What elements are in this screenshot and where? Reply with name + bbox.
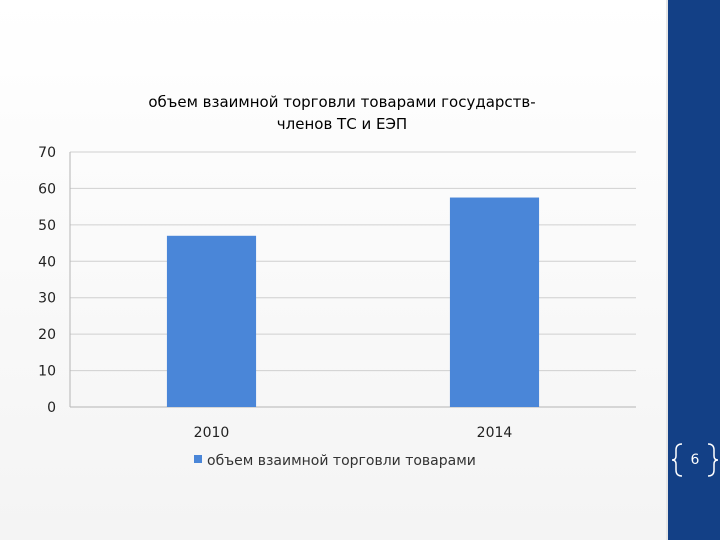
page-number: 6 [690,452,700,468]
gridlines [70,151,636,408]
chart-title-line-2: членов ТС и ЕЭП [277,115,407,133]
y-tick-label: 30 [38,291,56,307]
bar-2014 [449,197,540,407]
x-tick-label: 2014 [477,425,513,441]
y-tick-label: 0 [47,400,56,416]
y-axis-ticks: 0 10 20 30 40 50 60 70 [38,145,56,416]
legend: объем взаимной торговли товарами [194,453,476,469]
bar-2010 [166,235,257,407]
chart-title-line-1: объем взаимной торговли товарами государ… [148,93,535,111]
y-tick-label: 70 [38,145,56,161]
legend-label: объем взаимной торговли товарами [207,453,476,469]
bars [166,197,540,407]
y-tick-label: 20 [38,327,56,343]
bracket-icon [671,443,719,477]
y-tick-label: 50 [38,218,56,234]
y-tick-label: 10 [38,364,56,380]
y-tick-label: 60 [38,181,56,197]
bar-chart: объем взаимной торговли товарами государ… [38,93,636,469]
legend-swatch [194,455,202,463]
x-axis-ticks: 2010 2014 [194,425,513,441]
y-tick-label: 40 [38,254,56,270]
x-tick-label: 2010 [194,425,230,441]
page-number-badge: 6 [670,440,720,480]
